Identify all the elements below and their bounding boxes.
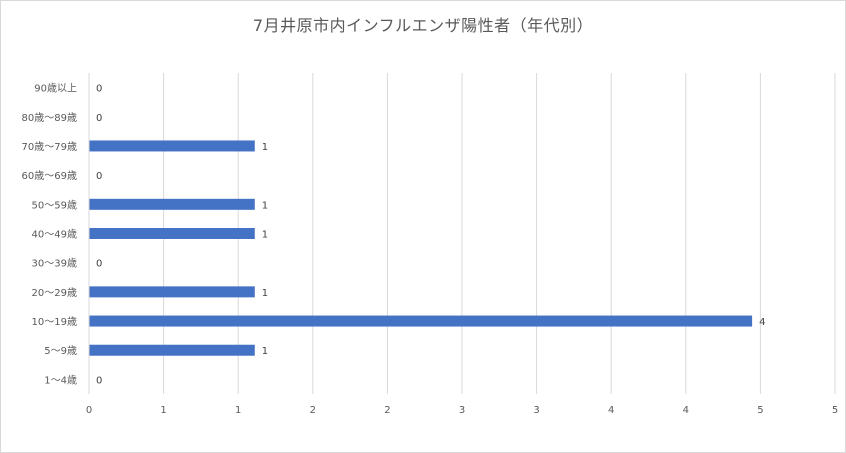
x-tick-label: 3 xyxy=(533,405,539,416)
category-label: 1～4歳 xyxy=(44,374,77,386)
category-label: 90歳以上 xyxy=(34,83,77,95)
data-label: 0 xyxy=(96,171,102,182)
chart-title: 7月井原市内インフルエンザ陽性者（年代別） xyxy=(252,16,594,35)
bar xyxy=(89,140,255,152)
bars xyxy=(89,140,753,356)
x-tick-label: 2 xyxy=(384,405,390,416)
x-tick-label: 0 xyxy=(86,405,92,416)
data-label: 1 xyxy=(262,288,268,299)
data-label: 1 xyxy=(262,200,268,211)
data-label: 1 xyxy=(262,346,268,357)
data-label: 4 xyxy=(759,317,765,328)
x-tick-label: 2 xyxy=(310,405,316,416)
data-labels: 0 0 1 0 1 1 0 1 4 1 0 xyxy=(96,84,765,387)
category-label: 80歳～89歳 xyxy=(22,112,77,124)
x-tick-label: 3 xyxy=(459,405,465,416)
category-label: 40～49歳 xyxy=(32,229,77,241)
data-label: 0 xyxy=(96,375,102,386)
grid-lines xyxy=(163,73,836,394)
category-label: 20～29歳 xyxy=(32,287,77,299)
data-label: 0 xyxy=(96,259,102,270)
category-label: 5～9歳 xyxy=(44,345,77,357)
x-tick-label: 4 xyxy=(683,405,689,416)
category-label: 70歳～79歳 xyxy=(22,141,77,153)
x-tick-label: 5 xyxy=(757,405,763,416)
x-tick-label: 5 xyxy=(832,405,838,416)
bar xyxy=(89,198,255,210)
bar xyxy=(89,315,753,327)
x-tick-label: 1 xyxy=(235,405,241,416)
bar xyxy=(89,286,255,298)
data-label: 1 xyxy=(262,142,268,153)
category-label: 30～39歳 xyxy=(32,258,77,270)
data-label: 0 xyxy=(96,84,102,95)
category-label: 60歳～69歳 xyxy=(22,170,77,182)
data-label: 1 xyxy=(262,230,268,241)
x-tick-label: 1 xyxy=(160,405,166,416)
x-axis-labels: 0 1 1 2 2 3 3 4 4 5 5 xyxy=(86,405,838,416)
bar xyxy=(89,228,255,239)
bar xyxy=(89,344,255,356)
category-label: 50～59歳 xyxy=(32,199,77,211)
data-label: 0 xyxy=(96,113,102,124)
category-label: 10～19歳 xyxy=(32,316,77,328)
x-tick-label: 4 xyxy=(608,405,614,416)
y-axis-labels: 90歳以上 80歳～89歳 70歳～79歳 60歳～69歳 50～59歳 40～49歳 30… xyxy=(22,83,77,387)
